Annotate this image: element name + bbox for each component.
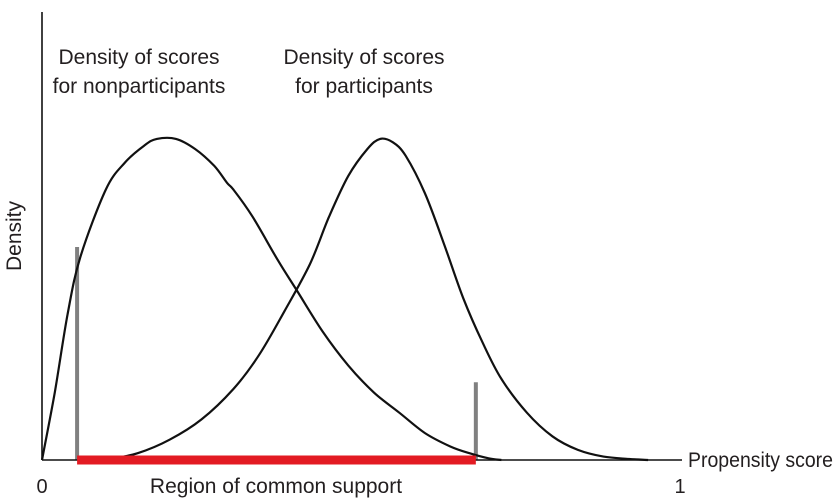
nonparticipants-curve-label: Density of scores for nonparticipants [53,46,226,98]
participants-density-curve [92,137,649,462]
curve-labels: Density of scores for nonparticipantsDens… [53,46,445,98]
x-tick-label: 0 [36,476,47,498]
curve-label-line: Density of scores [58,46,219,69]
curve-label-line: Density of scores [283,46,444,69]
common-support-boundaries [75,247,478,460]
density-curves [40,136,649,462]
x-axis-label: Propensity score [688,449,833,472]
x-tick-label: 1 [674,476,685,498]
curve-label-line: for participants [295,75,433,98]
curve-label-line: for nonparticipants [53,75,226,98]
y-axis-label: Density [3,200,26,271]
common-support-label: Region of common support [150,475,402,498]
nonparticipants-density-curve [40,136,502,462]
participants-curve-label: Density of scores for participants [283,46,444,98]
